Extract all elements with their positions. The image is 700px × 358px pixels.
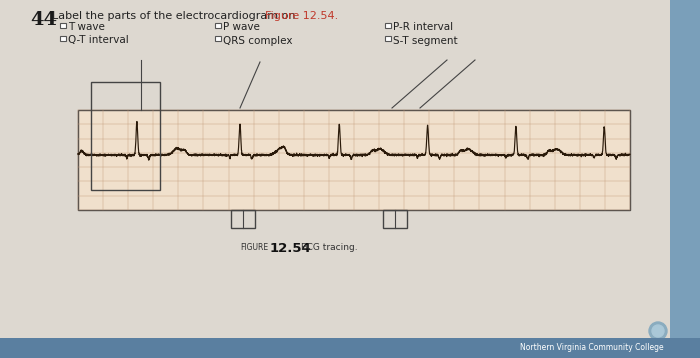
Text: T wave: T wave (68, 23, 105, 33)
Text: ECG tracing.: ECG tracing. (301, 243, 358, 252)
Bar (60, 35, 66, 41)
Bar (0, 338, 700, 358)
Text: S-T segment: S-T segment (393, 35, 458, 45)
Circle shape (649, 322, 667, 340)
Bar (91, 82, 160, 190)
Text: Q-T interval: Q-T interval (68, 35, 129, 45)
Bar (78, 110, 630, 210)
Text: 44: 44 (30, 11, 57, 29)
Bar (670, 0, 700, 358)
Text: P wave: P wave (223, 23, 260, 33)
Bar (385, 23, 391, 28)
Text: Label the parts of the electrocardiogram on: Label the parts of the electrocardiogram… (52, 11, 295, 21)
Bar (383, 210, 407, 228)
Bar (231, 210, 255, 228)
Bar (385, 35, 391, 41)
Bar (60, 23, 66, 28)
Text: Figure 12.54.: Figure 12.54. (265, 11, 338, 21)
Text: 12.54: 12.54 (270, 242, 312, 255)
Text: QRS complex: QRS complex (223, 35, 293, 45)
Bar (215, 23, 220, 28)
Circle shape (652, 325, 664, 337)
Bar (215, 35, 220, 41)
Text: Northern Virginia Community College: Northern Virginia Community College (520, 343, 664, 353)
Text: P-R interval: P-R interval (393, 23, 453, 33)
Text: FIGURE: FIGURE (240, 243, 268, 252)
